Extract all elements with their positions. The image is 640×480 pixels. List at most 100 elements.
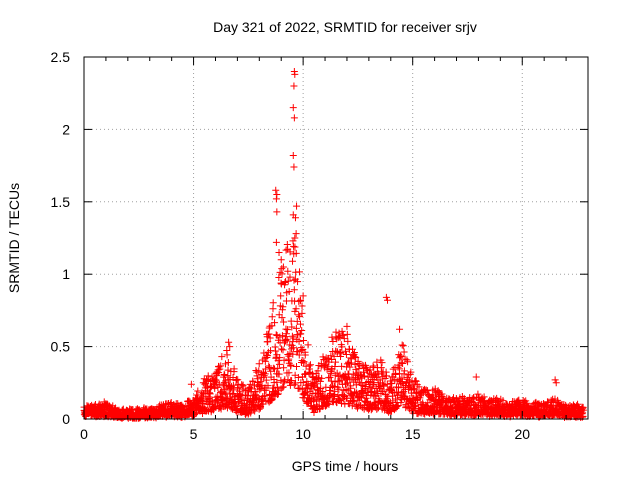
data-point: [291, 243, 299, 251]
data-point: [272, 347, 280, 355]
data-point: [285, 288, 293, 296]
data-point: [276, 354, 284, 362]
data-point: [343, 375, 351, 383]
data-point: [273, 208, 281, 216]
data-point: [286, 273, 294, 281]
data-point: [230, 386, 238, 394]
x-axis-label: GPS time / hours: [292, 458, 399, 474]
data-point: [342, 373, 350, 381]
data-point: [370, 379, 378, 387]
data-point: [404, 358, 412, 366]
data-point: [300, 358, 308, 366]
data-point: [291, 234, 299, 242]
x-tick-label: 10: [295, 426, 311, 442]
data-point: [288, 377, 296, 385]
data-point: [324, 363, 332, 371]
data-point: [434, 387, 442, 395]
data-point: [289, 151, 297, 159]
data-point: [342, 351, 350, 359]
data-point: [422, 386, 430, 394]
data-point: [293, 362, 301, 370]
data-point: [353, 389, 361, 397]
data-point: [352, 354, 360, 362]
data-point: [257, 378, 265, 386]
data-point: [312, 380, 320, 388]
data-point: [275, 274, 283, 282]
data-point: [264, 338, 272, 346]
data-point: [290, 344, 298, 352]
data-point: [279, 346, 287, 354]
data-point: [298, 302, 306, 310]
data-point: [275, 360, 283, 368]
data-point: [410, 385, 418, 393]
data-point: [292, 305, 300, 313]
data-point: [335, 332, 343, 340]
data-point: [261, 357, 269, 365]
data-point: [286, 248, 294, 256]
x-ticks: 0 5 10 15 20: [80, 57, 567, 442]
data-point: [255, 367, 263, 375]
data-point: [357, 380, 365, 388]
data-point: [206, 390, 214, 398]
data-point: [363, 365, 371, 373]
data-point: [221, 360, 229, 368]
data-point: [331, 378, 339, 386]
data-point: [291, 70, 299, 78]
data-point: [298, 309, 306, 317]
data-point: [272, 186, 280, 194]
data-point: [328, 382, 336, 390]
data-point: [187, 380, 195, 388]
data-point: [327, 377, 335, 385]
data-point: [410, 402, 418, 410]
data-point: [223, 351, 231, 359]
data-point: [354, 357, 362, 365]
data-point: [295, 311, 303, 319]
data-point: [389, 365, 397, 373]
data-point: [396, 325, 404, 333]
data-point: [282, 277, 290, 285]
data-point: [295, 297, 303, 305]
data-point: [267, 367, 275, 375]
data-point: [214, 383, 222, 391]
data-point: [343, 322, 351, 330]
data-point: [403, 356, 411, 364]
data-point: [262, 386, 270, 394]
data-point: [351, 360, 359, 368]
data-point: [271, 365, 279, 373]
data-point: [289, 334, 297, 342]
x-tick-label: 20: [514, 426, 530, 442]
data-point: [299, 292, 307, 300]
data-point: [297, 296, 305, 304]
data-point: [332, 328, 340, 336]
data-point: [337, 349, 345, 357]
data-point: [292, 230, 300, 238]
data-point: [296, 320, 304, 328]
data-point: [279, 303, 287, 311]
data-point: [205, 389, 213, 397]
data-point: [266, 364, 274, 372]
data-point: [282, 246, 290, 254]
data-point: [264, 382, 272, 390]
data-point: [301, 351, 309, 359]
data-point: [346, 363, 354, 371]
data-point: [407, 368, 415, 376]
data-point: [307, 385, 315, 393]
data-point: [219, 396, 227, 404]
data-point: [396, 354, 404, 362]
data-point: [217, 362, 225, 370]
data-point: [283, 336, 291, 344]
x-tick-label: 15: [405, 426, 421, 442]
data-point: [292, 324, 300, 332]
data-point: [297, 330, 305, 338]
data-point: [499, 397, 507, 405]
data-point: [280, 318, 288, 326]
data-point: [290, 242, 298, 250]
data-point: [289, 350, 297, 358]
data-point: [429, 403, 437, 411]
data-point: [269, 299, 277, 307]
data-point: [294, 348, 302, 356]
data-point: [279, 383, 287, 391]
data-point: [289, 237, 297, 245]
data-point: [335, 385, 343, 393]
